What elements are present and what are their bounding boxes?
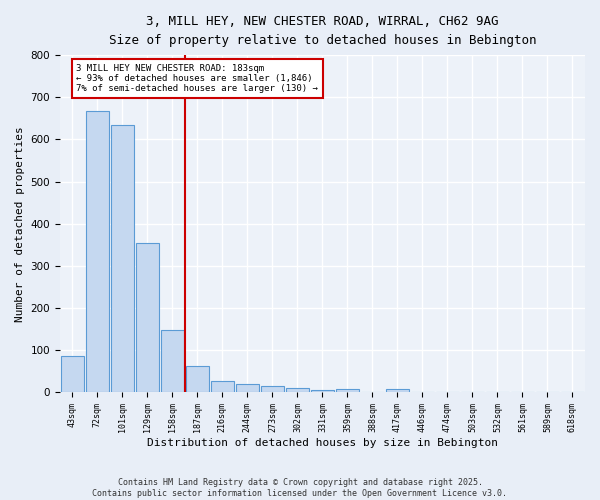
Bar <box>236 384 259 392</box>
Text: 3 MILL HEY NEW CHESTER ROAD: 183sqm
← 93% of detached houses are smaller (1,846): 3 MILL HEY NEW CHESTER ROAD: 183sqm ← 93… <box>76 64 318 94</box>
Bar <box>111 126 134 392</box>
Bar <box>286 388 308 392</box>
Title: 3, MILL HEY, NEW CHESTER ROAD, WIRRAL, CH62 9AG
Size of property relative to det: 3, MILL HEY, NEW CHESTER ROAD, WIRRAL, C… <box>109 15 536 47</box>
Y-axis label: Number of detached properties: Number of detached properties <box>15 126 25 322</box>
Bar <box>211 381 233 392</box>
Bar <box>336 390 359 392</box>
Bar <box>161 330 184 392</box>
X-axis label: Distribution of detached houses by size in Bebington: Distribution of detached houses by size … <box>147 438 498 448</box>
Bar <box>61 356 83 392</box>
Bar <box>86 110 109 392</box>
Bar <box>261 386 284 392</box>
Bar <box>311 390 334 392</box>
Bar <box>386 390 409 392</box>
Text: Contains HM Land Registry data © Crown copyright and database right 2025.
Contai: Contains HM Land Registry data © Crown c… <box>92 478 508 498</box>
Bar <box>136 244 158 392</box>
Bar <box>186 366 209 392</box>
